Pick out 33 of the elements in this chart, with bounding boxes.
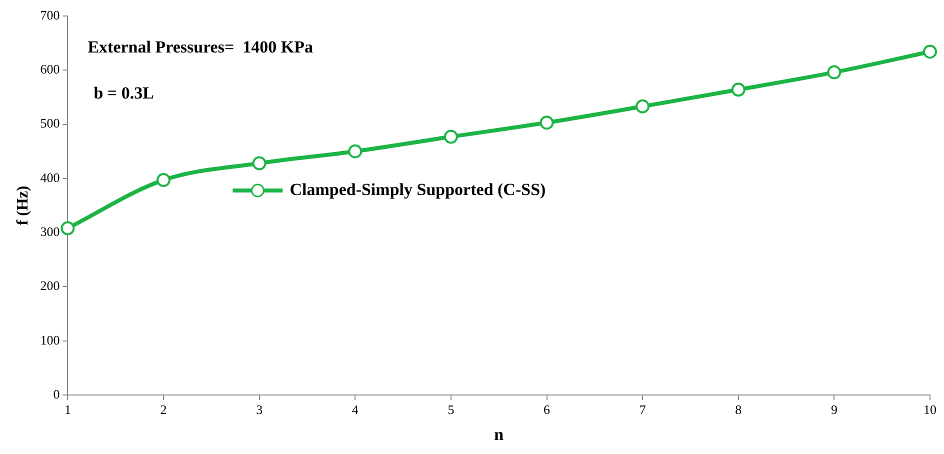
x-tick-label: 8 xyxy=(735,402,742,418)
y-tick-label: 100 xyxy=(40,332,60,348)
point xyxy=(540,116,554,130)
y-tick-label: 400 xyxy=(40,170,60,185)
x-tick-label: 6 xyxy=(544,402,551,418)
x-tick-label: 4 xyxy=(352,402,359,418)
y-tick-label: 700 xyxy=(40,7,60,22)
x-tick-label: 7 xyxy=(639,402,646,418)
x-tick-label: 10 xyxy=(924,402,936,418)
legend-label: Clamped-Simply Supported (C-SS) xyxy=(290,180,546,199)
point xyxy=(827,65,842,80)
x-tick-label: 3 xyxy=(256,402,263,418)
point xyxy=(731,82,746,97)
point xyxy=(60,221,75,236)
point xyxy=(923,44,937,59)
annotation: External Pressures= 1400 KPa xyxy=(88,37,314,56)
point xyxy=(348,144,362,158)
y-tick-label: 300 xyxy=(40,224,60,239)
y-tick-label: 0 xyxy=(53,386,60,402)
x-tick-label: 9 xyxy=(830,402,838,418)
point xyxy=(252,156,266,170)
y-tick-label: 500 xyxy=(40,116,60,131)
point xyxy=(156,173,171,188)
x-tick-label: 5 xyxy=(448,402,454,418)
point xyxy=(444,130,458,144)
y-tick-label: 600 xyxy=(40,62,60,77)
point xyxy=(636,99,650,114)
x-tick-label: 2 xyxy=(160,402,167,418)
x-axis-title: n xyxy=(494,425,504,444)
y-tick-label: 200 xyxy=(40,278,60,294)
x-tick-label: 1 xyxy=(64,402,71,418)
y-axis-title: f (Hz) xyxy=(14,186,32,226)
annotation: b = 0.3L xyxy=(94,83,154,102)
